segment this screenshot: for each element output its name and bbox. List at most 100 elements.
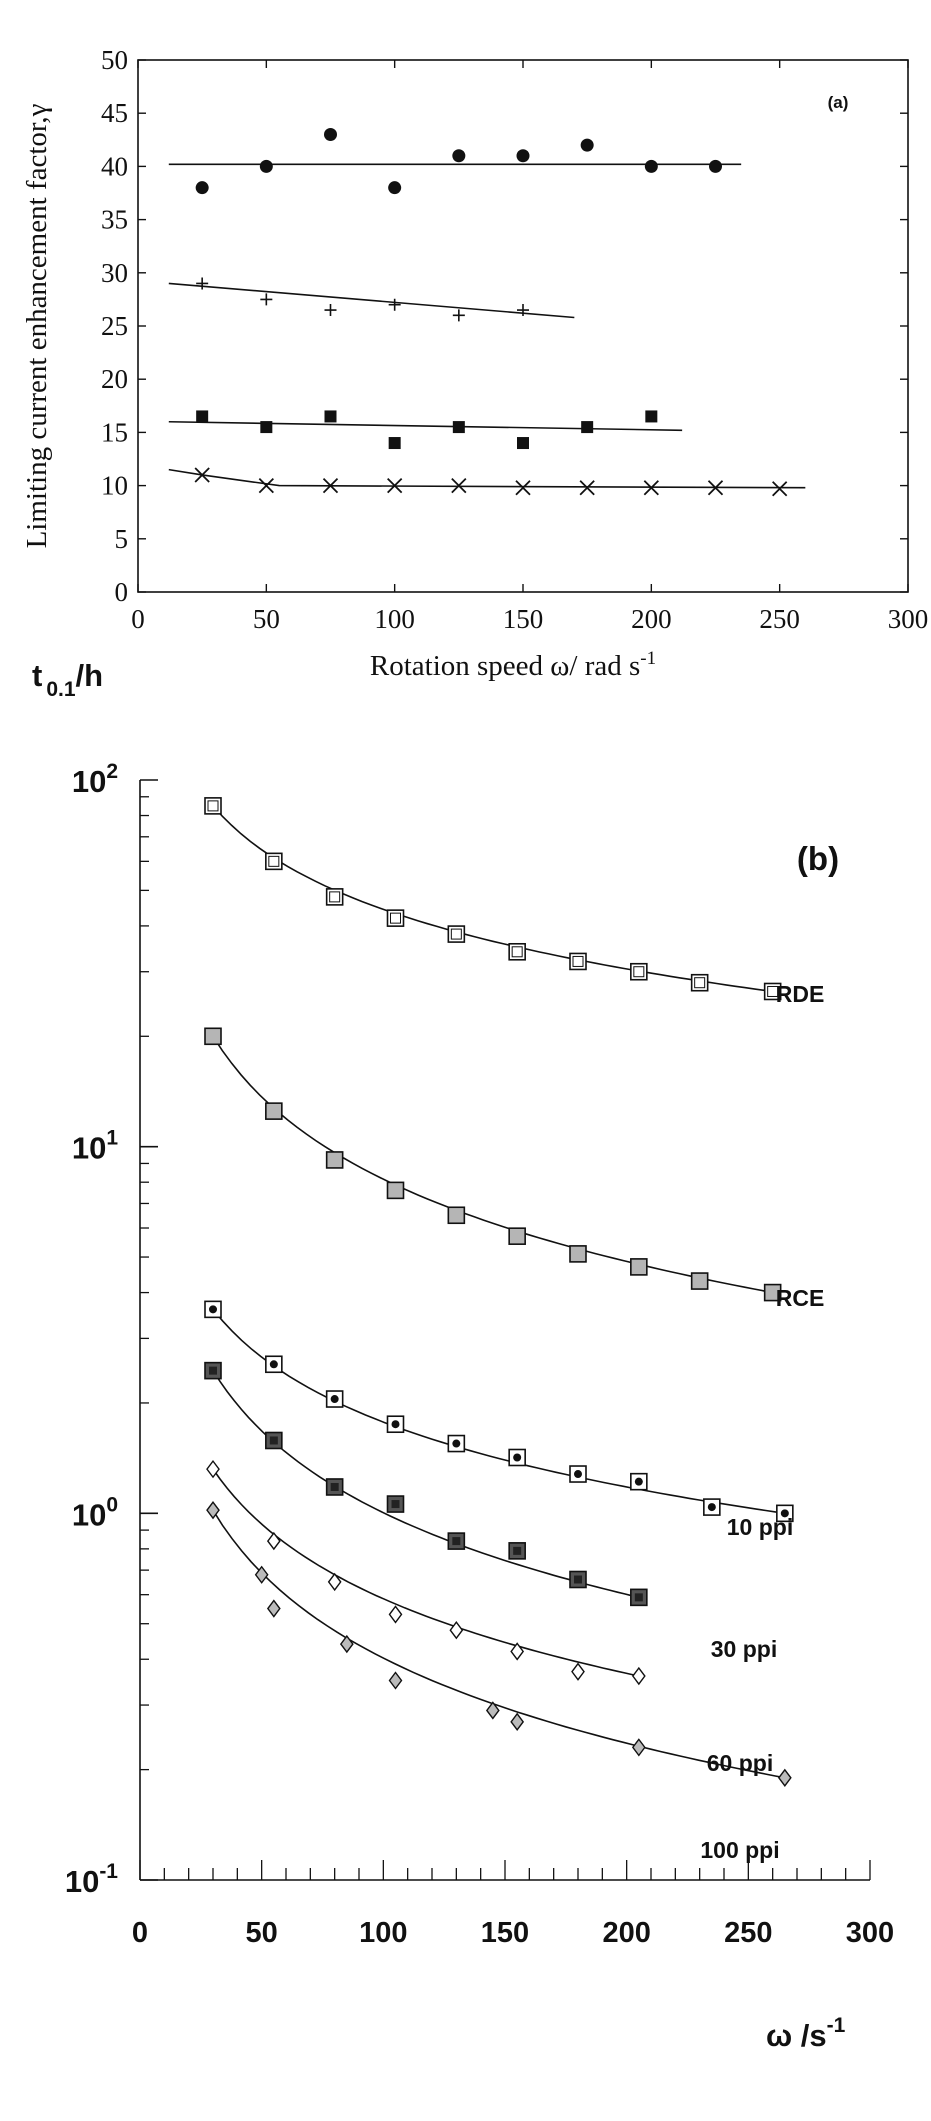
y-tick-label: 102 bbox=[72, 760, 118, 799]
data-point bbox=[388, 437, 401, 450]
x-tick-label: 200 bbox=[631, 604, 672, 634]
series-label: RCE bbox=[776, 1285, 825, 1311]
fit-curve bbox=[212, 805, 773, 993]
data-point bbox=[388, 181, 402, 195]
y-tick-label: 35 bbox=[101, 205, 128, 235]
data-point bbox=[204, 1027, 222, 1046]
data-point bbox=[386, 909, 405, 927]
data-point bbox=[777, 1768, 792, 1787]
data-point bbox=[763, 982, 782, 1001]
y-tick-label-base: 10 bbox=[72, 1497, 106, 1532]
series-label: 10 ppi bbox=[727, 1514, 793, 1540]
data-point bbox=[388, 1605, 403, 1624]
data-point bbox=[643, 480, 659, 496]
y-tick-label-base: 10 bbox=[72, 1131, 106, 1166]
x-tick-label: 0 bbox=[131, 604, 145, 634]
x-tick-label: 100 bbox=[374, 604, 415, 634]
data-point bbox=[690, 1272, 709, 1290]
data-point-dot bbox=[513, 1453, 522, 1462]
y-tick-label-exponent: -1 bbox=[99, 1860, 118, 1883]
x-tick-label: 50 bbox=[246, 1917, 278, 1949]
data-point bbox=[690, 973, 709, 992]
y-axis-title-subscript: 0.1 bbox=[46, 678, 76, 701]
data-point bbox=[451, 477, 467, 494]
data-point bbox=[194, 467, 210, 483]
data-point-inner bbox=[391, 1500, 400, 1509]
fit-curve bbox=[212, 1370, 639, 1599]
data-point bbox=[515, 480, 531, 496]
data-point bbox=[449, 1621, 464, 1640]
data-point bbox=[206, 1459, 220, 1479]
fit-curve bbox=[212, 1509, 785, 1779]
data-point bbox=[630, 1258, 648, 1276]
data-point bbox=[571, 1662, 585, 1681]
data-point-inner bbox=[207, 800, 219, 812]
data-point-inner bbox=[511, 946, 523, 958]
y-tick-label: 50 bbox=[101, 45, 128, 75]
panel-label: (b) bbox=[797, 840, 839, 877]
fit-curve bbox=[212, 1035, 773, 1294]
y-axis-title-tail: /h bbox=[76, 658, 104, 693]
data-point-inner bbox=[452, 1537, 461, 1546]
y-tick-label-exponent: 0 bbox=[106, 1493, 118, 1516]
data-point bbox=[260, 421, 273, 434]
data-point bbox=[206, 1501, 220, 1520]
data-point bbox=[204, 797, 222, 815]
data-point bbox=[327, 1572, 342, 1592]
data-point-dot bbox=[269, 1360, 278, 1369]
data-point bbox=[485, 1701, 500, 1720]
data-point-inner bbox=[574, 1575, 582, 1584]
data-point-inner bbox=[694, 977, 706, 989]
data-point bbox=[630, 962, 648, 981]
data-point-inner bbox=[450, 928, 462, 940]
y-tick-label: 10 bbox=[101, 471, 128, 501]
data-point bbox=[325, 888, 344, 906]
data-point bbox=[259, 159, 273, 173]
x-axis-title: ω /s-1 bbox=[766, 2014, 846, 2053]
data-point-inner bbox=[268, 855, 280, 867]
data-point bbox=[388, 1671, 403, 1690]
data-point bbox=[452, 421, 465, 434]
data-point bbox=[388, 298, 401, 311]
y-tick-label-base: 10 bbox=[72, 764, 106, 799]
data-point bbox=[265, 1102, 283, 1120]
data-point-inner bbox=[633, 966, 645, 978]
panel-a-chart: 0 50 100 150 200 250 300 0 5 10 15 20 25 30 35 40 45 50 Ro… bbox=[21, 45, 928, 682]
x-tick-label: 100 bbox=[359, 1917, 407, 1949]
series-label: 60 ppi bbox=[707, 1750, 773, 1776]
data-point bbox=[324, 304, 337, 317]
data-point bbox=[258, 477, 274, 494]
x-tick-label: 250 bbox=[759, 604, 800, 634]
y-axis-title-main: t bbox=[32, 658, 42, 693]
x-tick-label: 50 bbox=[253, 604, 280, 634]
series-label: RDE bbox=[776, 981, 825, 1007]
panel-label: (a) bbox=[828, 93, 849, 112]
data-point bbox=[516, 149, 530, 163]
data-point bbox=[709, 159, 722, 173]
y-tick-label: 30 bbox=[101, 258, 128, 288]
data-point-dot bbox=[330, 1395, 339, 1404]
data-point bbox=[452, 149, 466, 163]
data-point bbox=[631, 1666, 646, 1686]
series-label: 30 ppi bbox=[711, 1636, 777, 1662]
data-point bbox=[196, 410, 209, 423]
data-point bbox=[517, 437, 529, 450]
x-axis-title-text: ω /s bbox=[766, 2018, 827, 2053]
data-point bbox=[265, 852, 283, 871]
data-point bbox=[517, 304, 529, 317]
data-point-dot bbox=[391, 1420, 400, 1429]
data-point-inner bbox=[209, 1366, 217, 1375]
y-tick-label: 45 bbox=[101, 98, 128, 128]
x-axis-title-superscript: -1 bbox=[640, 648, 656, 669]
y-tick-label-base: 10 bbox=[65, 1864, 99, 1899]
data-point-dot bbox=[209, 1305, 217, 1314]
data-point bbox=[581, 421, 594, 434]
x-axis-title-superscript: -1 bbox=[827, 2014, 846, 2037]
data-point-inner bbox=[634, 1593, 643, 1602]
data-point bbox=[508, 942, 526, 961]
fit-line bbox=[168, 282, 575, 319]
data-point-dot bbox=[707, 1503, 716, 1512]
